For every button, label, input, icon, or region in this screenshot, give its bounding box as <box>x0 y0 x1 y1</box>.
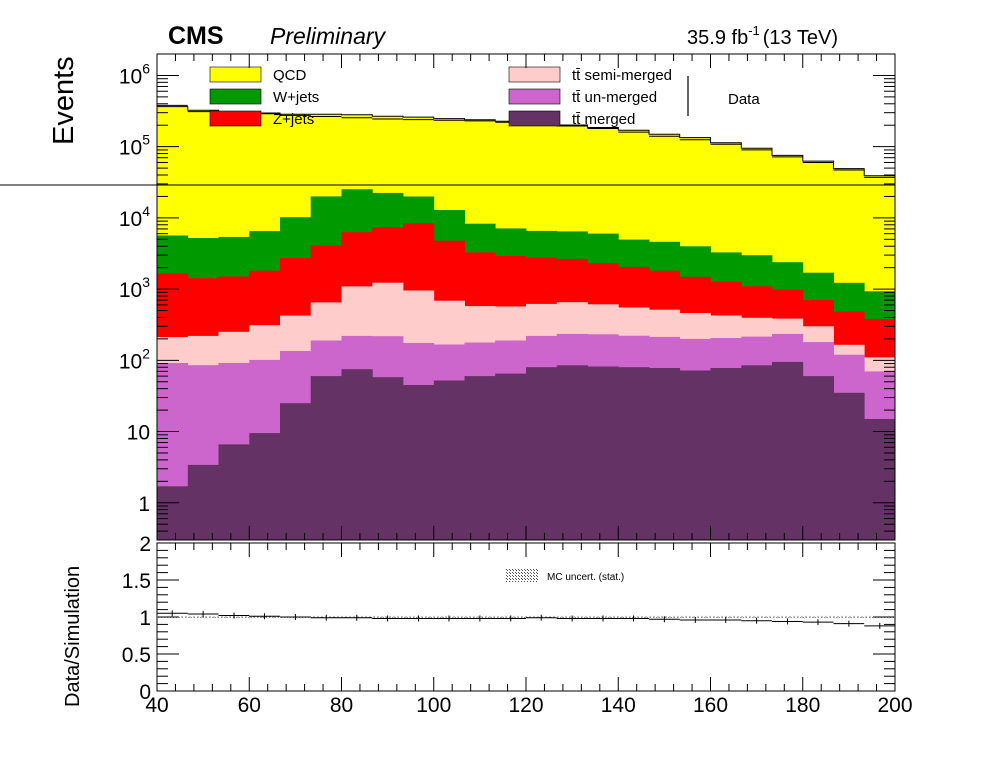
ratio-y-tick-label-2: 1 <box>139 607 151 630</box>
main-y-axis-title: Events <box>48 56 80 145</box>
y-tick-base-4: 10 <box>119 350 142 373</box>
legend: QCD W+jets Z+jets tt̄ semi-merged tt̄ un-mer… <box>209 66 760 128</box>
legend-label-6: Data <box>728 91 760 108</box>
y-tick-label-2: 104 <box>119 203 150 231</box>
legend-swatch-2 <box>209 110 262 127</box>
energy-label: (13 TeV) <box>763 27 838 49</box>
bar-0-bin-17 <box>679 370 711 540</box>
y-tick-base-6: 1 <box>138 493 150 516</box>
x-tick-label-4: 120 <box>508 694 543 717</box>
ratio-axes: 0 0.5 1 1.5 2 40 60 80 100 120 140 160 180 200 <box>122 533 913 717</box>
bar-0-bin-8 <box>403 385 435 540</box>
y-tick-exp-4: 2 <box>142 345 150 361</box>
bar-0-bin-14 <box>587 366 619 540</box>
lumi-label: 35.9 fbtop-1(13 TeV) <box>687 23 838 49</box>
bar-0-bin-23 <box>864 419 896 540</box>
bar-0-bin-20 <box>772 361 804 540</box>
legend-label-3: tt̄ semi-merged <box>572 67 672 84</box>
cms-label: CMS <box>168 22 224 50</box>
x-tick-label-3: 100 <box>416 694 451 717</box>
legend-label-2: Z+jets <box>273 111 314 128</box>
y-tick-base-0: 10 <box>119 65 142 88</box>
y-tick-exp-3: 3 <box>142 274 150 290</box>
main-x-ticks <box>156 54 896 540</box>
ratio-y-tick-label-3: 1.5 <box>122 570 151 593</box>
bar-0-bin-22 <box>833 392 865 540</box>
bar-0-bin-12 <box>526 367 558 540</box>
y-tick-label-6: 1 <box>138 493 150 516</box>
legend-swatch-5 <box>508 110 561 127</box>
y-tick-base-5: 10 <box>127 422 150 445</box>
bar-0-bin-2 <box>218 444 250 540</box>
y-tick-label-5: 10 <box>127 422 150 445</box>
x-tick-label-5: 140 <box>601 694 636 717</box>
bar-0-bin-4 <box>280 403 312 540</box>
bar-0-bin-5 <box>310 376 342 540</box>
bar-0-bin-0 <box>157 486 189 540</box>
y-tick-exp-2: 4 <box>142 203 150 219</box>
stack-histograms <box>157 106 896 541</box>
mc-uncertainty-band <box>157 615 895 619</box>
x-tick-label-2: 80 <box>330 694 353 717</box>
bar-0-bin-10 <box>464 376 496 540</box>
y-tick-base-2: 10 <box>119 208 142 231</box>
bar-0-bin-19 <box>741 365 773 540</box>
y-tick-label-0: 106 <box>119 60 150 88</box>
legend-label-5: tt̄ merged <box>572 111 635 128</box>
ratio-y-tick-label-0: 0 <box>139 681 151 704</box>
ratio-y-axis-title: Data/Simulation <box>62 566 84 707</box>
bar-0-bin-13 <box>556 365 588 540</box>
mc-uncert-legend-label: MC uncert. (stat.) <box>547 572 624 583</box>
legend-swatch-4 <box>508 88 561 105</box>
y-tick-exp-1: 5 <box>142 132 150 148</box>
legend-swatch-1 <box>209 88 262 105</box>
legend-label-1: W+jets <box>273 89 319 106</box>
preliminary-label: Preliminary <box>270 23 387 49</box>
legend-label-0: QCD <box>273 67 307 84</box>
y-tick-exp-0: 6 <box>142 60 150 76</box>
legend-swatch-3 <box>508 66 561 83</box>
x-tick-label-1: 60 <box>238 694 261 717</box>
bar-0-bin-7 <box>372 377 404 540</box>
bar-0-bin-16 <box>649 368 681 540</box>
y-tick-base-1: 10 <box>119 137 142 160</box>
y-tick-label-4: 102 <box>119 345 150 373</box>
legend-label-4: tt̄ un-merged <box>572 89 657 106</box>
x-tick-label-6: 160 <box>693 694 728 717</box>
y-tick-label-1: 105 <box>119 132 150 160</box>
bar-0-bin-9 <box>433 380 465 540</box>
bar-0-bin-21 <box>802 376 834 540</box>
ratio-points <box>157 610 895 629</box>
mc-uncert-legend-swatch <box>506 569 539 582</box>
ratio-y-tick-label-1: 0.5 <box>122 644 151 667</box>
y-tick-label-3: 103 <box>119 274 150 302</box>
legend-swatch-0 <box>209 66 262 83</box>
lumi-exponent-text: -1 <box>748 23 760 38</box>
bar-0-bin-3 <box>249 433 281 540</box>
bar-0-bin-18 <box>710 368 742 540</box>
x-tick-label-0: 40 <box>145 694 168 717</box>
ratio-y-tick-label-4: 2 <box>139 533 151 556</box>
lumi-value: 35.9 fb <box>687 27 748 49</box>
bar-0-bin-1 <box>187 464 219 540</box>
bar-0-bin-6 <box>341 369 373 540</box>
x-tick-label-7: 180 <box>785 694 820 717</box>
x-tick-label-8: 200 <box>877 694 912 717</box>
bar-0-bin-15 <box>618 367 650 540</box>
bar-0-bin-11 <box>495 373 527 540</box>
y-tick-base-3: 10 <box>119 279 142 302</box>
